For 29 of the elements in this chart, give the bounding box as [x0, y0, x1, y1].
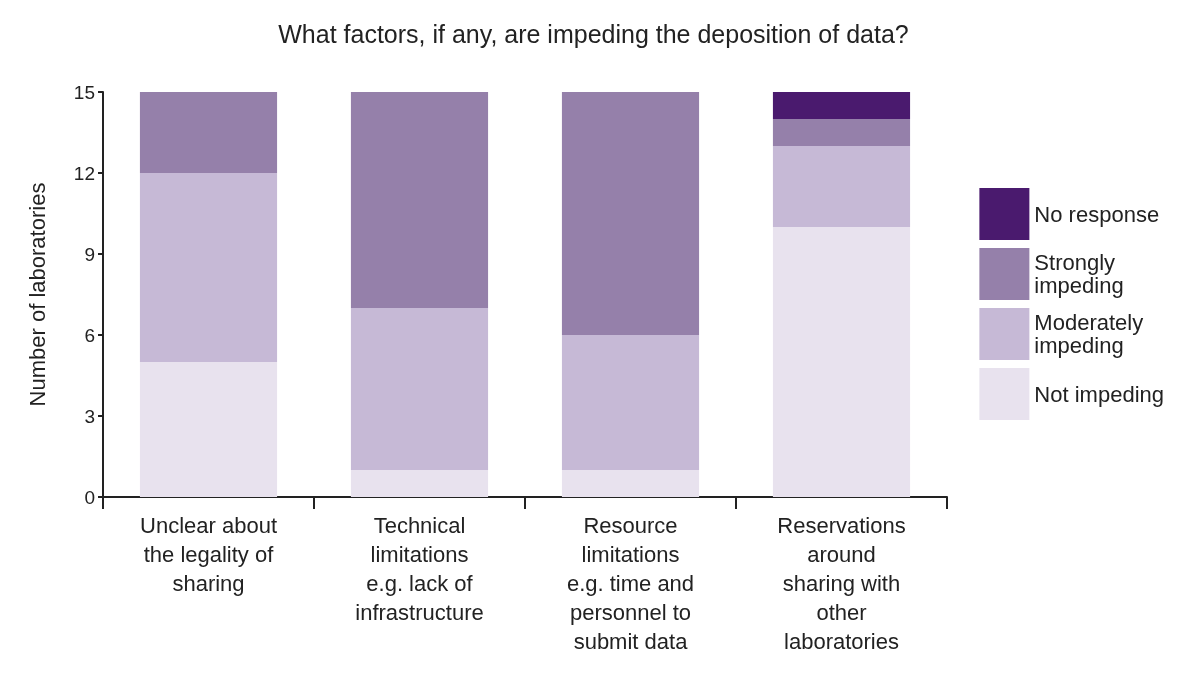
- y-tick-label: 0: [84, 486, 95, 508]
- x-tick-label: Unclear about the legality of sharing: [140, 513, 277, 596]
- y-tick-label: 12: [73, 162, 95, 184]
- bar: [772, 146, 911, 227]
- bar: [561, 92, 700, 335]
- bar: [772, 119, 911, 146]
- x-tick-label: Reservations around sharing with other laboratories: [777, 513, 906, 654]
- legend-label: No response: [1034, 201, 1160, 227]
- x-tick-label: Resource limitations e.g. time and personnel to submit data: [566, 513, 695, 654]
- x-tick-label: Technical limitations e.g. lack of infrastructure: [355, 513, 484, 625]
- y-tick-label: 9: [84, 243, 95, 265]
- y-tick-label: 15: [73, 81, 95, 103]
- y-tick-label: 6: [84, 324, 95, 346]
- bar: [772, 92, 911, 119]
- y-axis-title: Number of laboratories: [24, 182, 50, 407]
- chart-title: What factors, if any, are impeding the deposition of data?: [278, 19, 909, 48]
- bar: [561, 335, 700, 470]
- bar: [350, 92, 489, 308]
- legend-label: Not impeding: [1034, 381, 1165, 407]
- bar: [350, 308, 489, 470]
- bar: [561, 470, 700, 497]
- bar: [139, 92, 278, 173]
- bar: [772, 227, 911, 497]
- bar: [139, 173, 278, 362]
- legend-label: Moderately impeding: [1034, 310, 1144, 358]
- y-tick-label: 3: [84, 405, 95, 427]
- legend-label: Strongly impeding: [1034, 250, 1124, 298]
- bar: [139, 362, 278, 497]
- bar: [350, 470, 489, 497]
